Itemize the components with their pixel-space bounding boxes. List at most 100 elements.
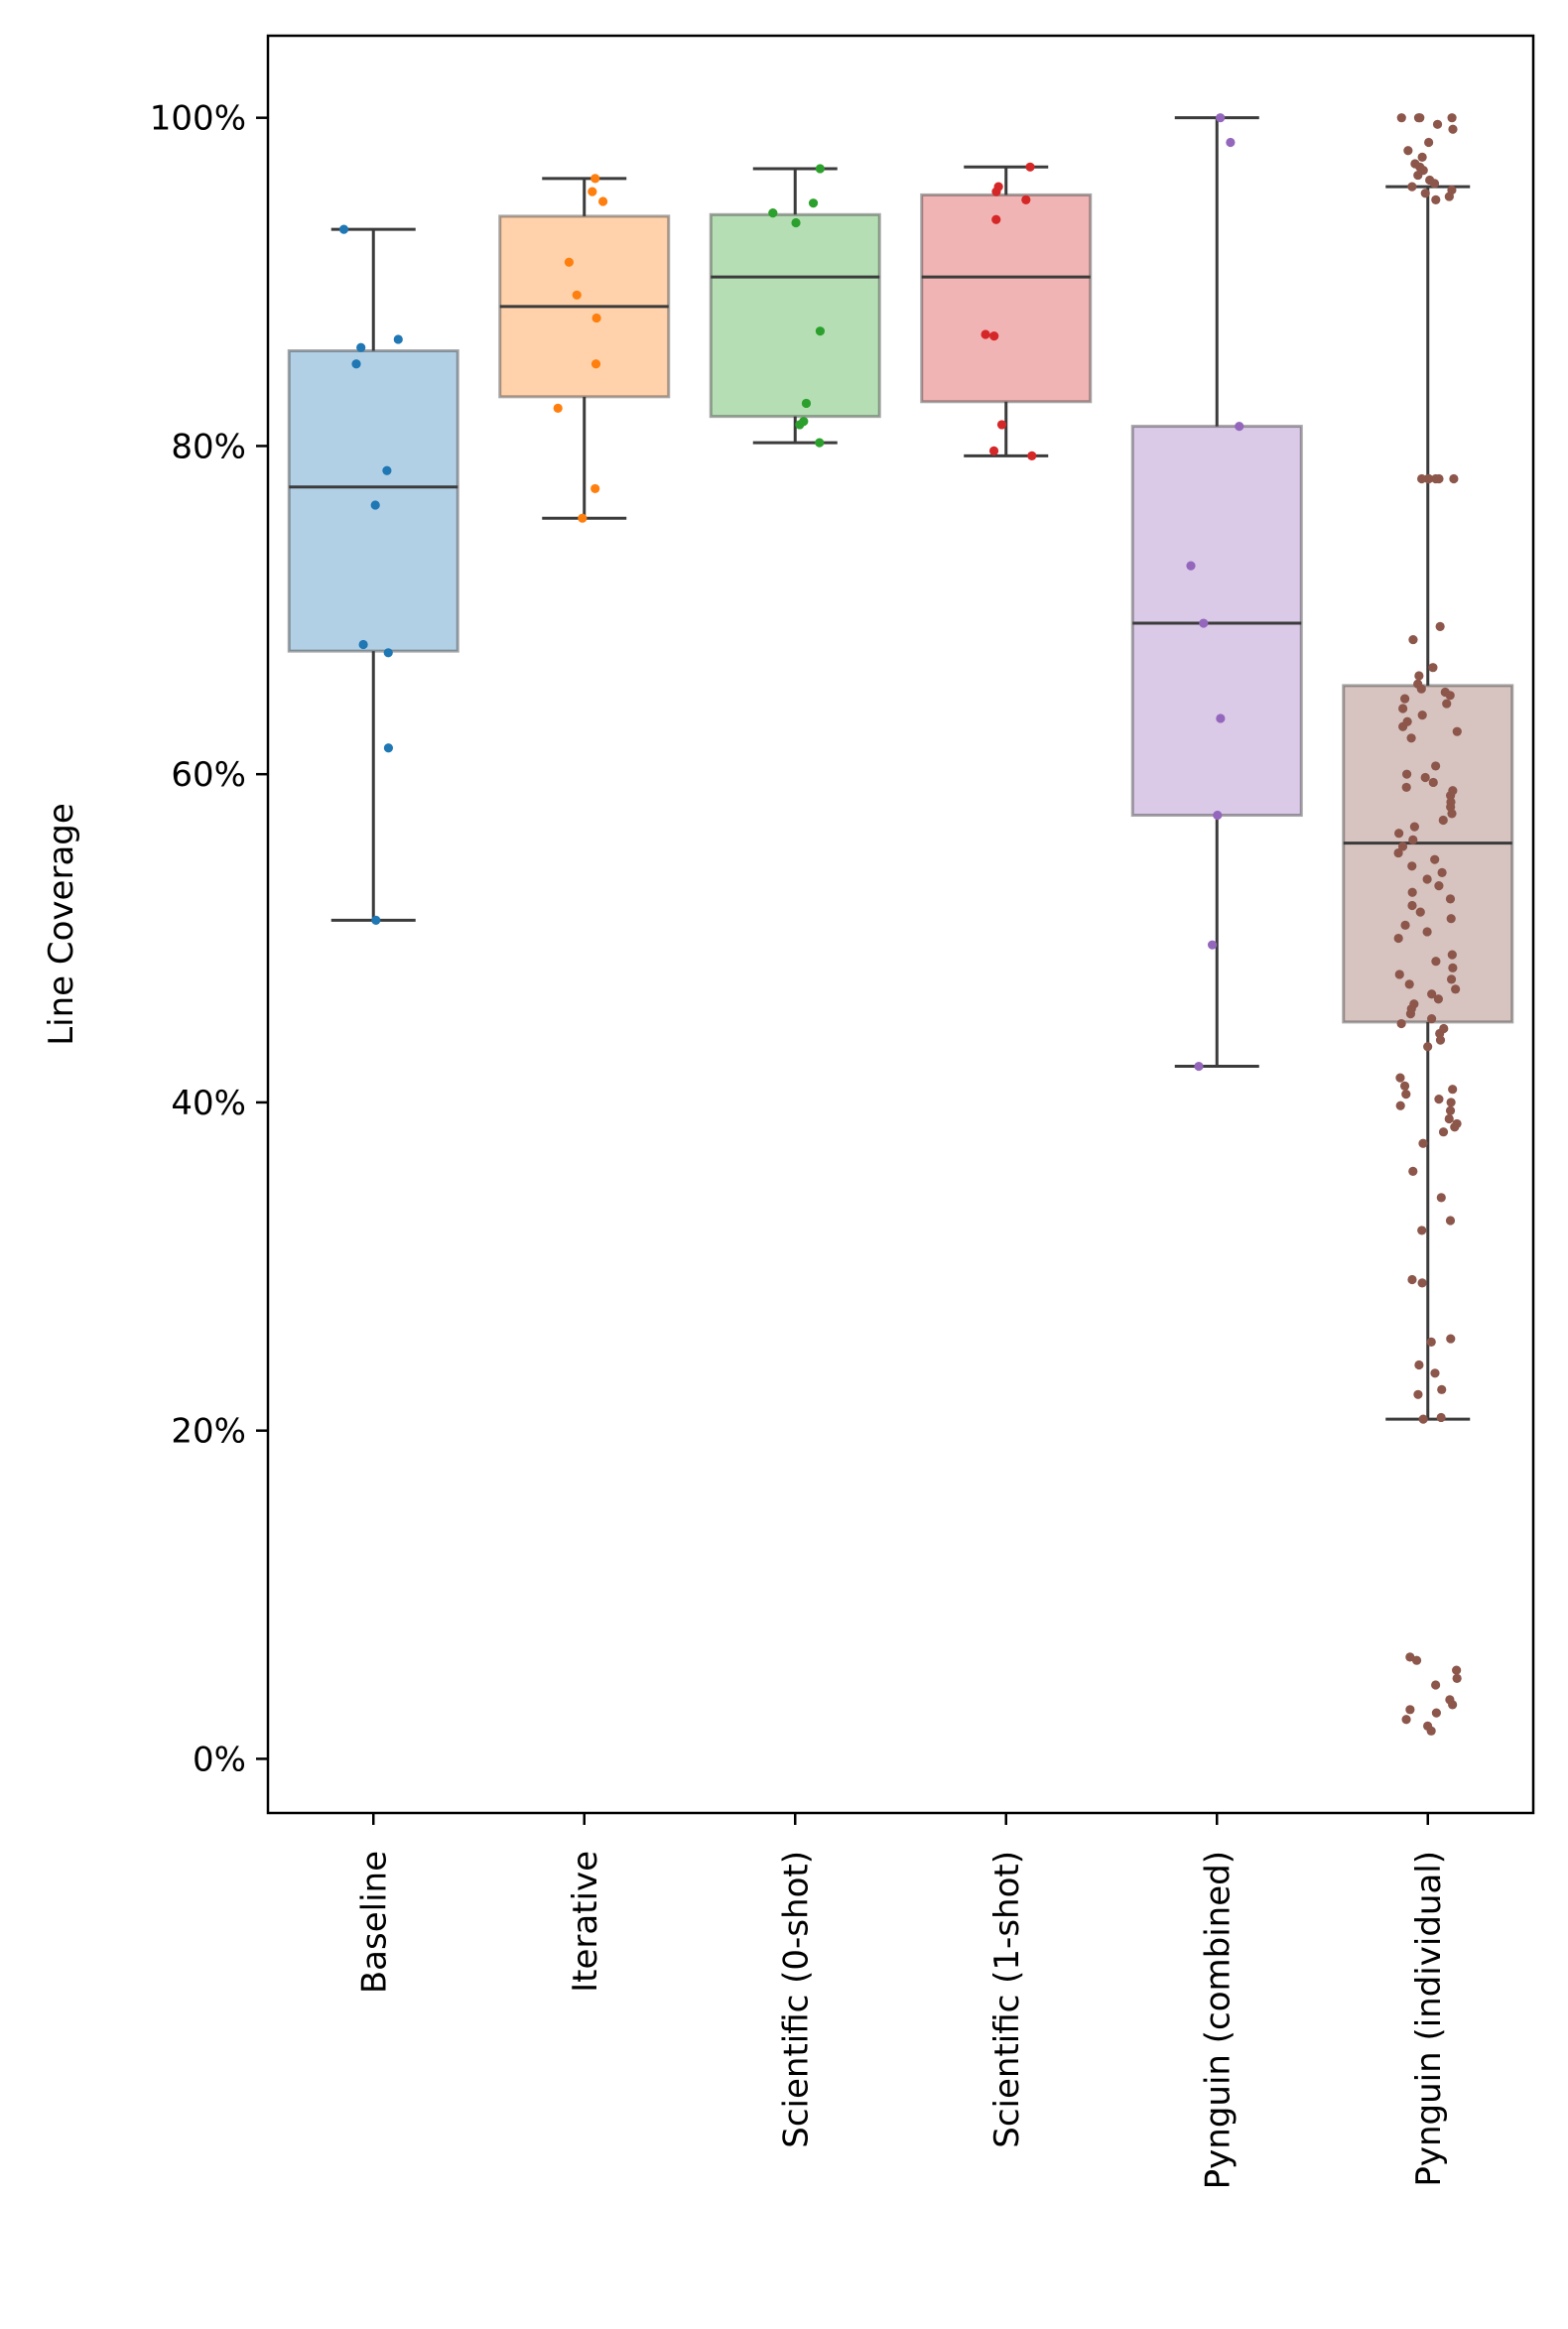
data-point [1400, 694, 1410, 704]
data-point [1446, 791, 1456, 801]
data-point [351, 359, 361, 369]
data-point [1395, 1100, 1405, 1110]
data-point [1413, 170, 1423, 181]
x-tick-label: Pynguin (individual) [1409, 1851, 1449, 2187]
data-point [1393, 847, 1403, 858]
y-axis: 0% 20% 40% 60% 80% 100% [150, 99, 268, 1779]
data-point [1445, 1216, 1456, 1226]
data-point [988, 446, 999, 455]
data-point [1399, 1081, 1410, 1091]
data-point [1407, 182, 1417, 192]
data-point [1448, 1085, 1458, 1095]
data-point [791, 217, 801, 228]
data-point [382, 465, 392, 475]
box-group [498, 177, 671, 520]
data-point [1436, 1412, 1446, 1423]
data-point [1418, 1414, 1428, 1424]
data-point [588, 187, 597, 196]
data-point [1393, 933, 1403, 944]
points-layer [338, 113, 1462, 1736]
data-point [1199, 618, 1209, 628]
data-point [1450, 1122, 1460, 1132]
data-point [1445, 691, 1455, 701]
y-tick-label: 100% [150, 99, 246, 139]
data-point [1401, 1715, 1411, 1725]
data-point [1431, 761, 1441, 771]
data-point [1416, 684, 1426, 694]
data-point [1415, 907, 1425, 917]
data-point [1451, 984, 1461, 994]
data-point [1216, 713, 1226, 723]
box-group [709, 167, 881, 445]
data-point [1447, 113, 1457, 123]
data-point [1400, 920, 1410, 930]
data-point [989, 331, 999, 341]
data-point [383, 648, 393, 658]
box-iqr [1130, 425, 1303, 818]
data-point [1398, 704, 1408, 713]
data-point [1435, 1035, 1446, 1045]
data-point [338, 224, 349, 234]
data-point [1437, 1384, 1447, 1394]
data-point [991, 187, 1001, 196]
data-point [1420, 772, 1430, 783]
data-point [1445, 1105, 1456, 1115]
data-point [1414, 671, 1424, 681]
data-point [1426, 1726, 1436, 1736]
data-point [996, 420, 1007, 430]
x-axis: Baseline Iterative Scientific (0-shot) Scie… [354, 1813, 1449, 2189]
data-point [1429, 179, 1440, 189]
data-point [1417, 473, 1427, 484]
data-point [1426, 1337, 1436, 1347]
data-point [1405, 1705, 1415, 1715]
data-point [1449, 473, 1459, 484]
data-point [1452, 1665, 1462, 1675]
x-tick-label: Scientific (0-shot) [776, 1851, 816, 2148]
data-point [597, 196, 608, 206]
data-point [1401, 1090, 1411, 1100]
data-point [801, 398, 812, 409]
data-point [815, 326, 826, 336]
data-point [815, 438, 825, 448]
data-point [1401, 782, 1411, 793]
y-tick-label: 40% [171, 1084, 246, 1123]
data-point [1417, 152, 1427, 162]
data-point [1408, 835, 1418, 844]
data-point [590, 174, 600, 184]
data-point [1448, 1700, 1458, 1710]
x-tick-label: Pynguin (combined) [1198, 1851, 1238, 2189]
data-point [1420, 189, 1430, 198]
box-iqr [709, 212, 881, 419]
y-tick-label: 0% [193, 1740, 246, 1779]
data-point [1409, 822, 1419, 832]
data-point [1411, 1655, 1422, 1665]
data-point [1423, 473, 1433, 484]
data-point [1448, 963, 1458, 972]
data-point [795, 420, 805, 430]
data-point [1027, 451, 1037, 460]
data-point [1405, 1009, 1416, 1019]
data-point [1422, 927, 1432, 937]
data-point [1430, 1368, 1440, 1378]
data-point [1403, 146, 1413, 156]
y-axis-title: Line Coverage [42, 803, 81, 1046]
data-point [1437, 867, 1447, 878]
data-point [1394, 970, 1404, 979]
data-point [1417, 1278, 1427, 1288]
data-point [1445, 894, 1456, 904]
box-group [1342, 185, 1514, 1421]
data-point [1406, 733, 1416, 743]
data-point [980, 329, 990, 339]
data-point [991, 214, 1001, 224]
data-point [1414, 1359, 1424, 1370]
data-point [1401, 769, 1412, 779]
data-point [1408, 634, 1418, 645]
data-point [1235, 421, 1244, 432]
data-point [1446, 1334, 1456, 1344]
data-point [1431, 957, 1441, 967]
data-point [383, 743, 394, 753]
data-point [1434, 473, 1444, 484]
data-point [1226, 137, 1236, 148]
